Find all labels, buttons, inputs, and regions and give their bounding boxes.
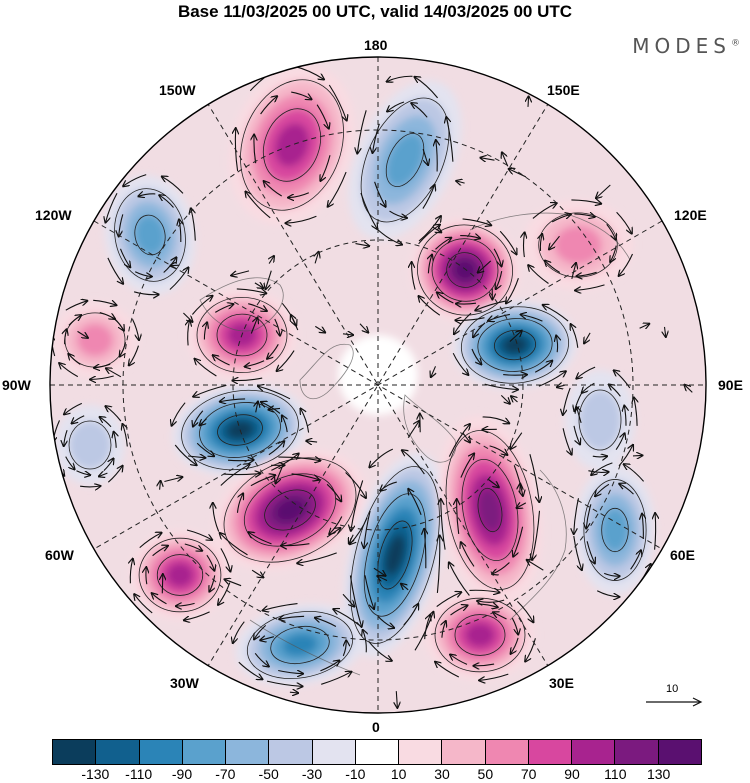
colorbar-swatch [225,740,269,764]
longitude-label-60w: 60W [45,547,74,563]
colorbar-tick-label: 70 [520,766,537,782]
colorbar [52,739,702,765]
longitude-label-150w: 150W [159,82,196,98]
colorbar-tick-label: 90 [564,766,580,782]
longitude-label-60e: 60E [670,547,695,563]
modes-logo: MODES® [632,34,740,58]
polar-stereographic-map [49,56,707,714]
vector-scale-label: 10 [666,683,679,695]
colorbar-swatch [354,740,399,764]
longitude-label-120e: 120E [674,207,707,223]
colorbar-tick-label: -130 [81,766,110,782]
colorbar-tick-label: 30 [434,766,450,782]
colorbar-tick-label: -10 [345,766,366,782]
graticule [50,57,706,713]
colorbar-tick-label: -50 [258,766,279,782]
longitude-label-0: 0 [372,719,380,735]
arrow-right-icon [646,697,703,707]
colorbar-tick-label: -90 [171,766,193,782]
longitude-label-150e: 150E [547,82,580,98]
colorbar-swatch [571,740,615,764]
colorbar-swatch [441,740,485,764]
colorbar-swatch [138,740,182,764]
colorbar-tick-label: 110 [604,766,627,782]
wind-vectors [51,65,693,708]
colorbar-swatch [311,740,355,764]
colorbar-tick-label: -70 [215,766,236,782]
longitude-label-30e: 30E [549,675,574,691]
colorbar-swatch [484,740,528,764]
anomaly-field [50,57,706,713]
colorbar-ticks: -130 -110 -90 -70 -50 -30 -10 10 30 50 70 90 110 130 [52,766,702,783]
colorbar-swatch [657,740,701,764]
longitude-label-90e: 90E [718,377,743,393]
colorbar-tick-label: 130 [646,766,671,782]
colorbar-tick-label: 50 [477,766,494,782]
colorbar-swatch [614,740,658,764]
map-title: Base 11/03/2025 00 UTC, valid 14/03/2025… [177,2,573,21]
colorbar-swatch [53,740,96,764]
map-boundary [49,56,707,714]
longitude-label-120w: 120W [35,207,72,223]
colorbar-swatch [268,740,312,764]
colorbar-swatch [181,740,226,764]
longitude-label-90w: 90W [2,377,31,393]
colorbar-swatch [95,740,139,764]
colorbar-tick-label: 10 [390,766,407,782]
registered-mark: ® [731,38,740,49]
colorbar-swatch [398,740,442,764]
colorbar-tick-label: -110 [125,766,153,782]
colorbar-swatch [527,740,572,764]
longitude-label-30w: 30W [170,675,199,691]
brand-text: MODES [632,34,731,58]
colorbar-tick-label: -30 [301,766,323,782]
longitude-label-180: 180 [364,37,388,53]
